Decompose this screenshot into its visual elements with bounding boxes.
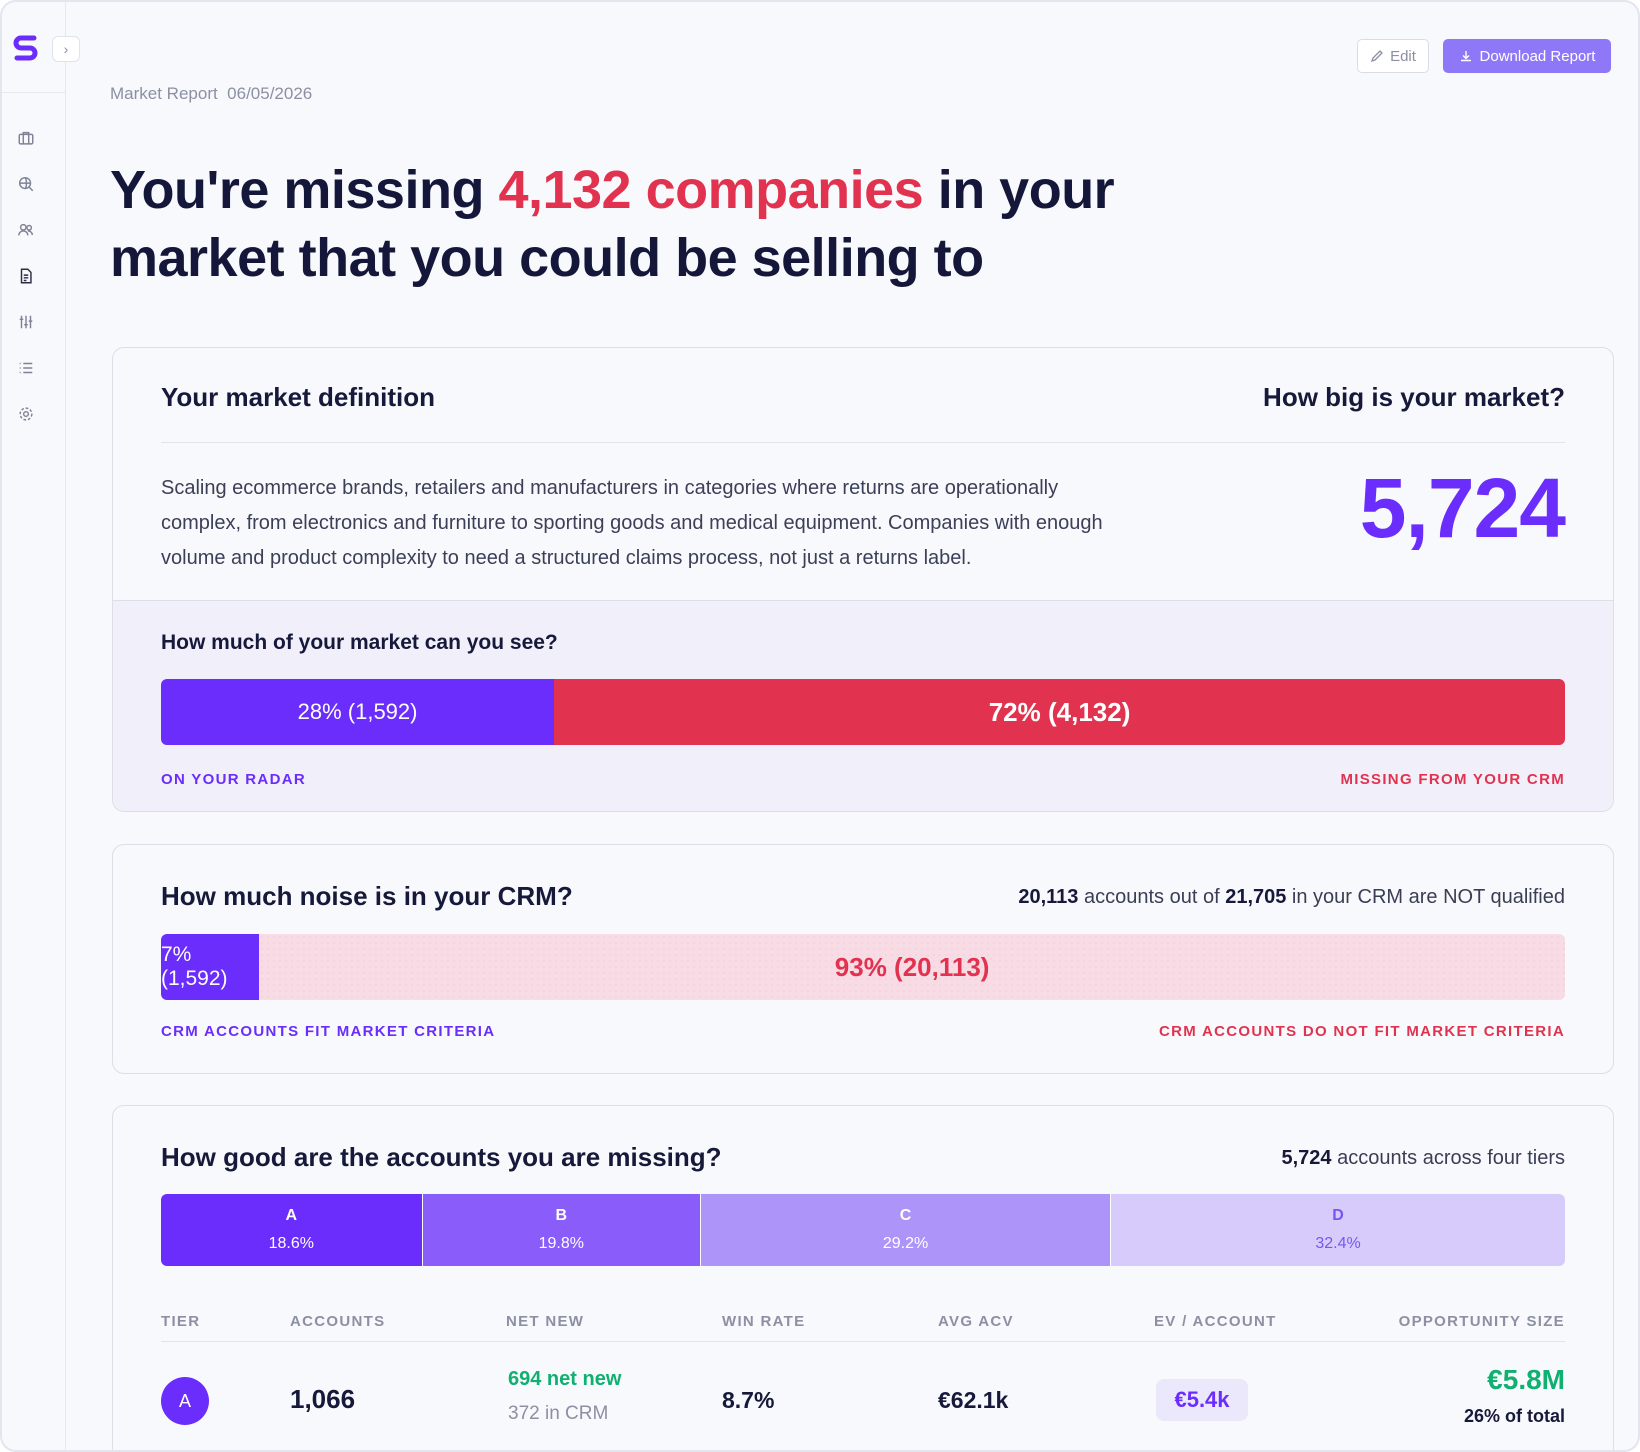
sidebar-divider xyxy=(2,92,66,93)
col-opportunity: OPPORTUNITY SIZE xyxy=(1398,1313,1565,1330)
tier-segment-pct: 29.2% xyxy=(882,1235,929,1252)
tier-badge: A xyxy=(161,1377,209,1425)
nofit-caption: CRM ACCOUNTS DO NOT FIT MARKET CRITERIA xyxy=(1159,1023,1565,1040)
col-tier: TIER xyxy=(161,1313,201,1330)
missing-caption: MISSING FROM YOUR CRM xyxy=(1340,771,1565,788)
nofit-segment: 93% (20,113) xyxy=(259,934,1565,1000)
tier-segment-pct: 19.8% xyxy=(538,1235,584,1252)
col-net-new: NET NEW xyxy=(506,1313,585,1330)
tier-segment-letter: A xyxy=(285,1207,298,1224)
tiers-title: How good are the accounts you are missin… xyxy=(161,1142,722,1172)
download-label: Download Report xyxy=(1479,47,1596,65)
on-radar-caption: ON YOUR RADAR xyxy=(161,771,306,788)
report-label: Market Report xyxy=(110,84,218,103)
crm-noise-card: How much noise is in your CRM? 20,113 ac… xyxy=(112,844,1614,1074)
users-icon[interactable] xyxy=(16,220,36,240)
noise-summary: 20,113 accounts out of 21,705 in your CR… xyxy=(1018,886,1565,909)
col-ev-account: EV / ACCOUNT xyxy=(1154,1313,1277,1330)
download-icon xyxy=(1460,51,1471,62)
tier-segment-pct: 18.6% xyxy=(268,1235,314,1252)
visibility-title: How much of your market can you see? xyxy=(161,631,558,654)
document-icon[interactable] xyxy=(16,266,36,286)
tiers-count: 5,724 xyxy=(1281,1147,1332,1169)
tier-segment-pct: 32.4% xyxy=(1315,1235,1361,1252)
tier-segment-a: A 18.6% xyxy=(161,1194,423,1266)
fit-caption: CRM ACCOUNTS FIT MARKET CRITERIA xyxy=(161,1023,496,1040)
sidebar-expand-button[interactable]: › xyxy=(52,36,80,62)
tier-segment-letter: C xyxy=(899,1207,912,1224)
card-divider xyxy=(161,442,1565,443)
account-tiers-card: How good are the accounts you are missin… xyxy=(112,1105,1614,1450)
win-rate-value: 8.7% xyxy=(722,1387,775,1413)
total-count: 21,705 xyxy=(1225,886,1287,908)
avg-acv-value: €62.1k xyxy=(938,1387,1009,1413)
unqualified-count: 20,113 xyxy=(1018,886,1079,908)
sliders-icon[interactable] xyxy=(16,312,36,332)
visible-segment: 28% (1,592) xyxy=(161,679,555,745)
market-size-value: 5,724 xyxy=(1359,461,1566,555)
in-crm-value: 372 in CRM xyxy=(508,1403,609,1424)
tier-segment-letter: D xyxy=(1332,1207,1344,1224)
title-prefix: You're missing xyxy=(110,160,499,220)
pencil-icon xyxy=(1371,50,1383,63)
title-highlight: 4,132 companies xyxy=(498,160,924,220)
page-title: You're missing 4,132 companies in your m… xyxy=(110,156,1210,292)
logo-icon[interactable] xyxy=(12,32,40,62)
market-definition-title: Your market definition xyxy=(161,382,435,412)
noise-bar: 7% (1,592) 93% (20,113) xyxy=(161,934,1565,1000)
chevron-right-icon: › xyxy=(63,41,69,57)
tiers-summary: 5,724 accounts across four tiers xyxy=(1282,1147,1566,1170)
opportunity-share: 26% of total xyxy=(1463,1406,1565,1426)
briefcase-icon[interactable] xyxy=(16,128,36,148)
fit-segment: 7% (1,592) xyxy=(161,934,260,1000)
search-globe-icon[interactable] xyxy=(16,174,36,194)
summary-mid: accounts out of xyxy=(1078,886,1226,908)
report-meta: Market Report 06/05/2026 xyxy=(110,84,312,104)
tier-segment-d: D 32.4% xyxy=(1111,1194,1565,1266)
opportunity-value: €5.8M xyxy=(1487,1364,1565,1395)
market-definition-card: Your market definition How big is your m… xyxy=(112,347,1614,812)
net-new-value: 694 net new xyxy=(508,1368,622,1390)
tier-distribution-bar: A 18.6% B 19.8% C 29.2% D 32.4% xyxy=(161,1194,1565,1266)
tier-segment-c: C 29.2% xyxy=(700,1194,1112,1266)
summary-end: in your CRM are NOT qualified xyxy=(1286,886,1565,908)
missing-segment: 72% (4,132) xyxy=(554,679,1565,745)
settings-gear-icon[interactable] xyxy=(16,404,36,424)
noise-title: How much noise is in your CRM? xyxy=(161,881,573,911)
col-accounts: ACCOUNTS xyxy=(290,1313,386,1330)
visibility-bar: 28% (1,592) 72% (4,132) xyxy=(161,679,1565,745)
edit-label: Edit xyxy=(1390,47,1416,65)
col-avg-acv: AVG ACV xyxy=(938,1313,1014,1330)
title-suffix: in your market that you could be selling… xyxy=(110,160,1115,288)
col-win-rate: WIN RATE xyxy=(722,1313,806,1330)
tier-segment-letter: B xyxy=(555,1207,568,1224)
accounts-value: 1,066 xyxy=(290,1384,356,1414)
market-size-title: How big is your market? xyxy=(1263,382,1565,412)
tiers-summary-text: accounts across four tiers xyxy=(1331,1147,1565,1169)
market-definition-text: Scaling ecommerce brands, retailers and … xyxy=(161,477,1103,569)
edit-button[interactable]: Edit xyxy=(1357,39,1429,73)
list-icon[interactable] xyxy=(16,358,36,378)
visibility-section: How much of your market can you see? 28%… xyxy=(113,600,1613,811)
table-header-divider xyxy=(161,1341,1565,1342)
report-date: 06/05/2026 xyxy=(227,84,313,103)
download-report-button[interactable]: Download Report xyxy=(1443,39,1611,73)
sidebar xyxy=(2,2,66,1450)
tier-segment-b: B 19.8% xyxy=(422,1194,701,1266)
ev-account-value: €5.4k xyxy=(1156,1379,1248,1421)
